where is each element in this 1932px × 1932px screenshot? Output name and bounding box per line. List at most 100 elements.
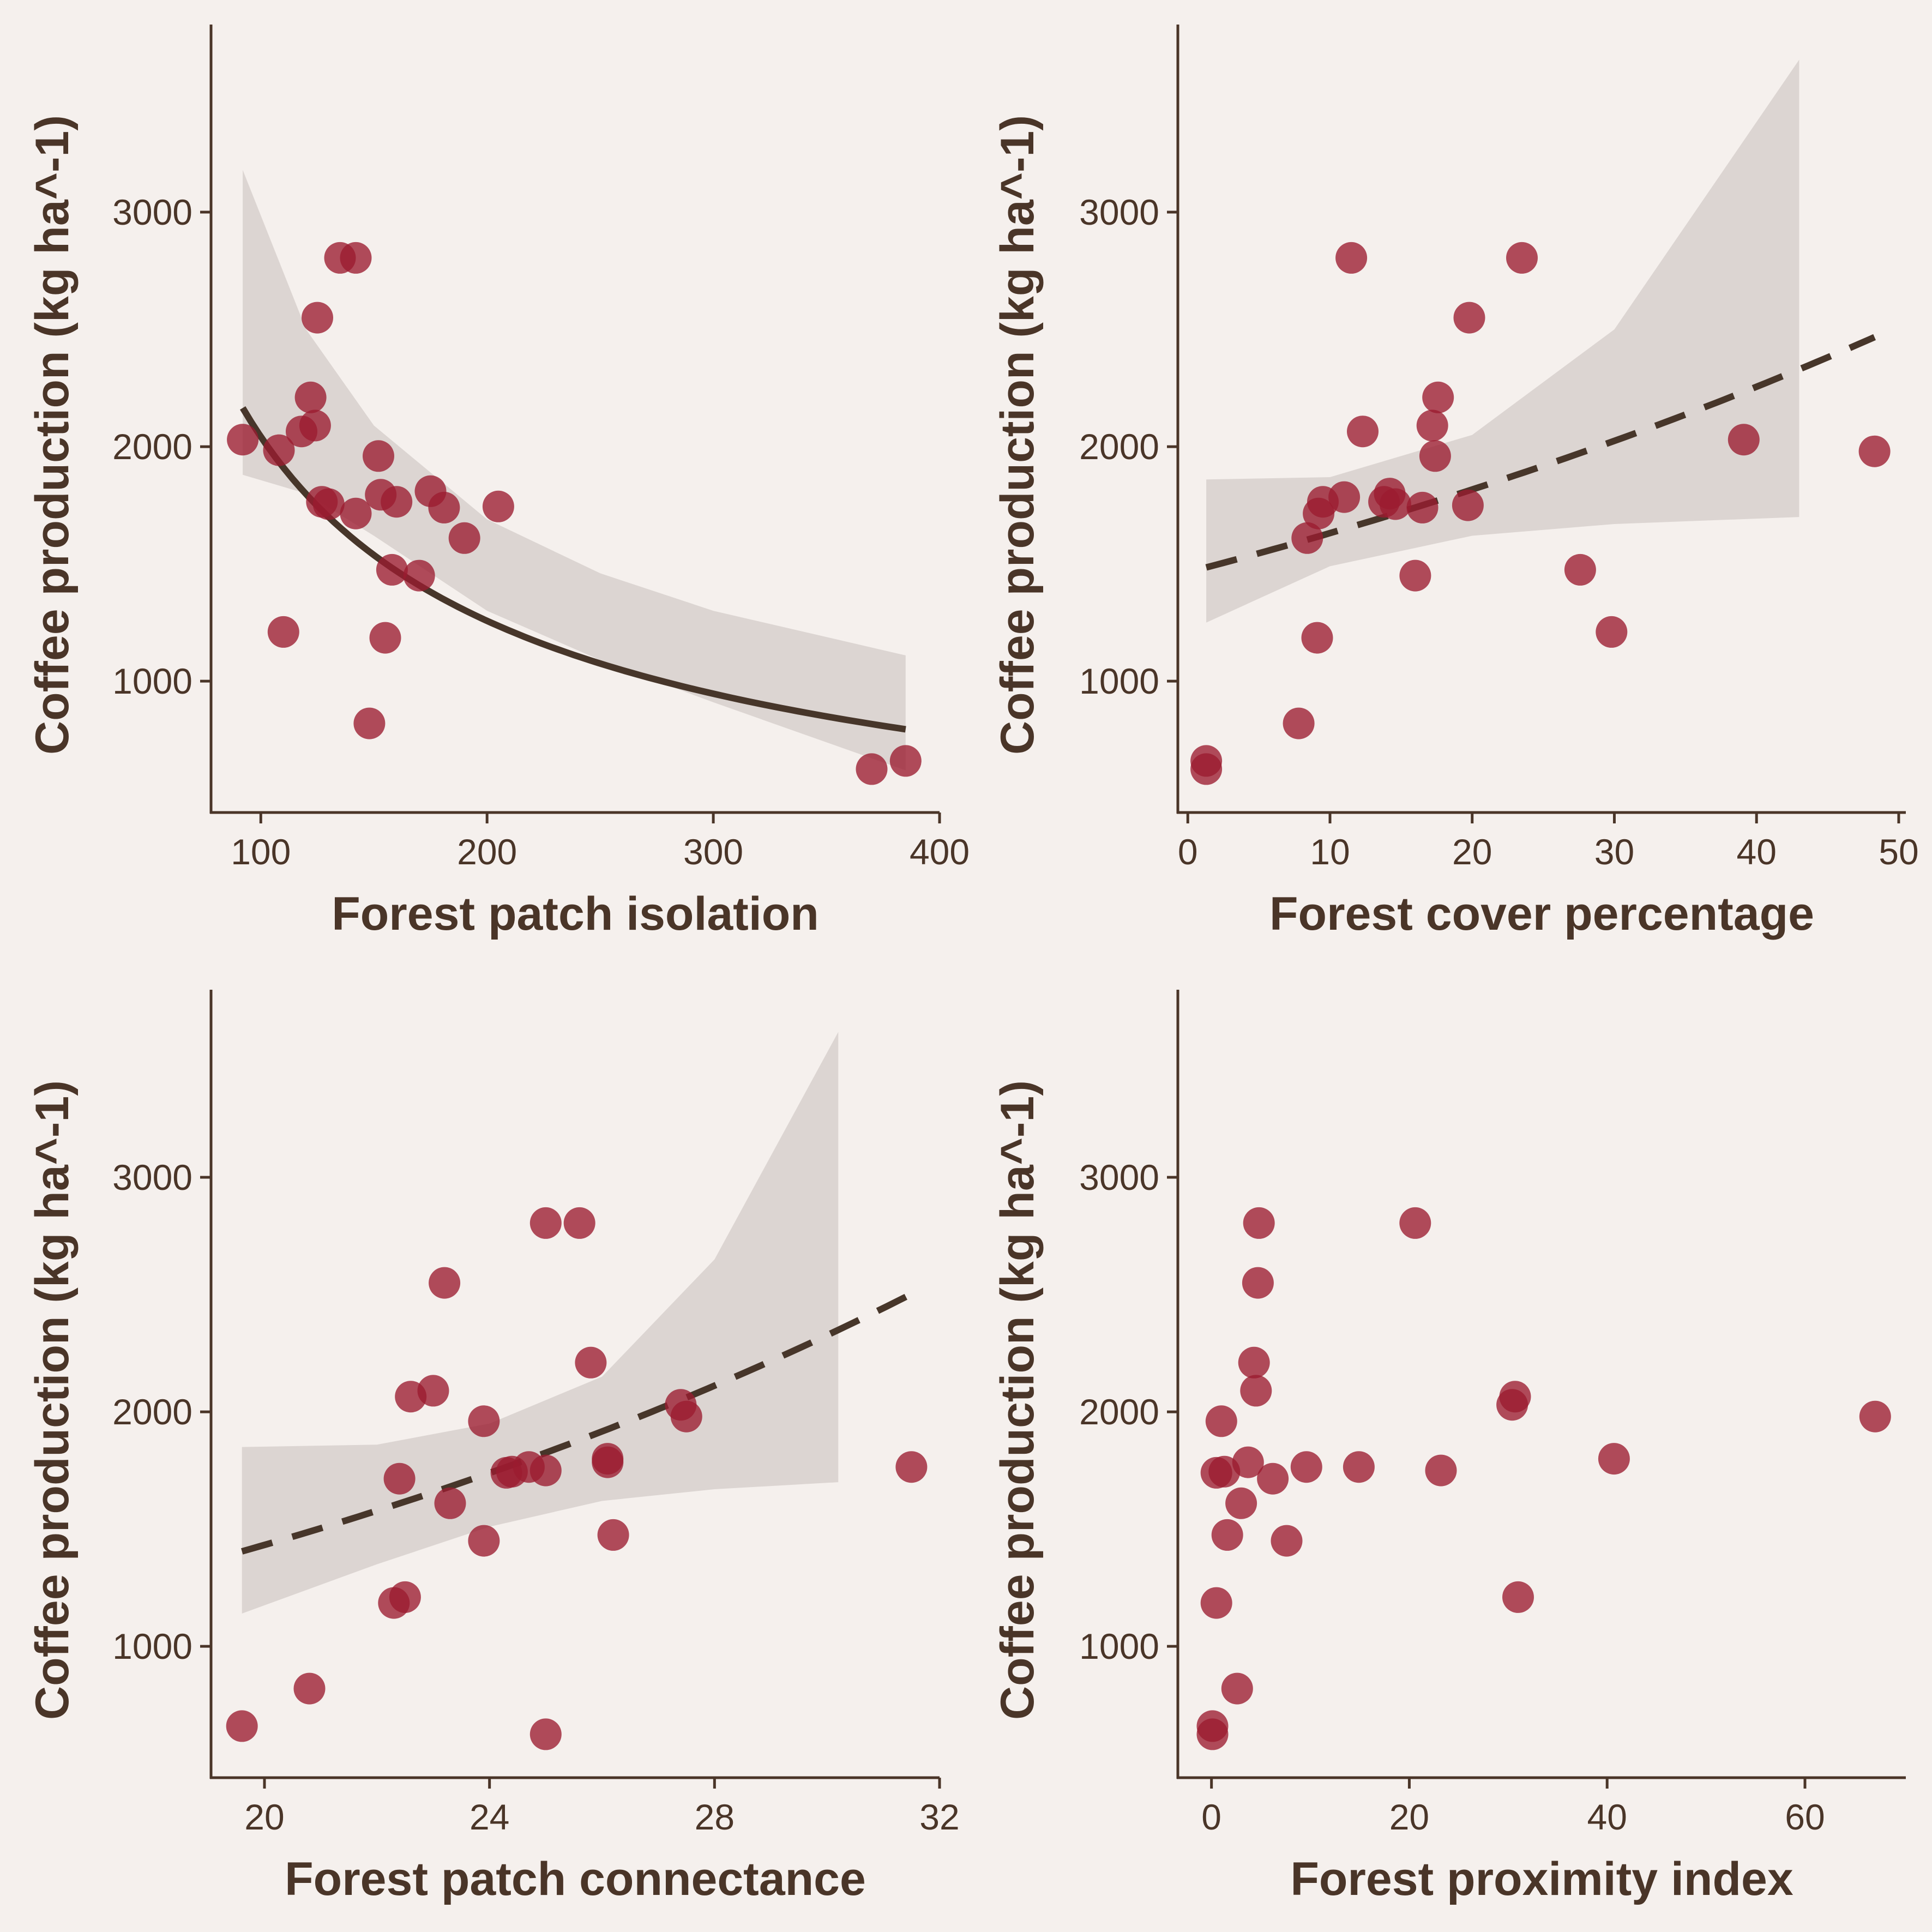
data-point — [417, 1375, 449, 1407]
y-tick-label: 3000 — [112, 192, 192, 232]
x-tick-label: 40 — [1587, 1797, 1627, 1837]
x-tick-label: 200 — [457, 832, 517, 872]
data-point — [294, 381, 327, 413]
data-point — [482, 490, 514, 522]
data-point — [376, 553, 408, 586]
data-point — [1598, 1443, 1630, 1475]
data-point — [1200, 1587, 1232, 1619]
y-axis-title: Coffee production (kg ha^-1) — [26, 1080, 79, 1720]
data-point — [299, 410, 331, 442]
data-point — [227, 424, 259, 456]
data-point — [448, 522, 480, 554]
y-tick-label: 3000 — [1079, 192, 1159, 232]
x-tick-label: 32 — [919, 1797, 959, 1837]
data-point — [575, 1346, 607, 1379]
data-point — [1328, 481, 1361, 513]
panel-3: 20 24 28 32 1000 2000 3000 Forest patch connect… — [26, 990, 960, 1905]
data-point — [429, 1267, 461, 1299]
data-point — [1419, 440, 1451, 472]
x-tick-label: 0 — [1178, 832, 1198, 872]
x-tick-label: 60 — [1785, 1797, 1825, 1837]
data-point — [468, 1405, 500, 1437]
data-point — [428, 491, 460, 523]
data-point — [383, 1462, 416, 1495]
x-tick-label: 24 — [470, 1797, 509, 1837]
confidence-band — [243, 170, 906, 771]
data-point — [1240, 1375, 1272, 1407]
data-point — [1291, 522, 1323, 554]
data-point — [1205, 1405, 1237, 1437]
fit-line — [241, 1291, 913, 1555]
data-point — [529, 1454, 562, 1486]
data-point — [889, 745, 922, 777]
data-point — [1225, 1487, 1257, 1519]
data-point — [1221, 1672, 1253, 1705]
y-tick-label: 1000 — [1079, 1626, 1159, 1666]
data-point — [1271, 1525, 1303, 1557]
x-tick-label: 400 — [910, 832, 970, 872]
data-point — [563, 1207, 595, 1239]
data-point — [468, 1525, 500, 1557]
data-point — [1242, 1267, 1274, 1299]
data-point — [1379, 488, 1411, 520]
data-point — [226, 1710, 258, 1742]
data-point — [856, 753, 888, 785]
y-tick-label: 2000 — [1079, 426, 1159, 467]
data-point — [1196, 1718, 1229, 1750]
data-point — [340, 497, 372, 529]
y-axis-title: Coffee production (kg ha^-1) — [991, 115, 1044, 755]
data-point — [1416, 410, 1448, 442]
y-tick-label: 2000 — [1079, 1392, 1159, 1432]
data-point — [1422, 381, 1454, 413]
panel-4: 0 20 40 60 1000 2000 3000 Forest proximity inde… — [991, 990, 1906, 1905]
x-axis-title: Forest proximity index — [1290, 1853, 1793, 1905]
fit-line — [239, 406, 906, 733]
data-point — [1858, 435, 1891, 467]
x-tick-label: 28 — [695, 1797, 735, 1837]
data-point — [1452, 489, 1484, 521]
data-point — [267, 616, 299, 648]
data-point — [1232, 1446, 1264, 1478]
data-point — [670, 1400, 702, 1433]
data-point — [895, 1451, 928, 1483]
x-axis-title: Forest patch isolation — [332, 888, 819, 940]
x-tick-label: 20 — [1452, 832, 1492, 872]
data-point — [1238, 1346, 1270, 1379]
y-tick-label: 3000 — [1079, 1157, 1159, 1197]
x-tick-label: 50 — [1879, 832, 1918, 872]
data-point — [1499, 1381, 1531, 1413]
data-point — [1399, 559, 1431, 592]
confidence-band — [1206, 59, 1799, 623]
data-point — [389, 1581, 421, 1613]
data-point — [597, 1519, 629, 1551]
y-tick-label: 2000 — [112, 1392, 192, 1432]
data-point — [1406, 491, 1439, 523]
data-point — [1190, 753, 1223, 785]
data-point — [1596, 616, 1628, 648]
y-axis-title: Coffee production (kg ha^-1) — [991, 1080, 1044, 1720]
data-point — [1506, 242, 1538, 274]
data-point — [529, 1718, 562, 1750]
x-tick-label: 10 — [1310, 832, 1350, 872]
x-axis-title: Forest cover percentage — [1269, 888, 1814, 940]
y-tick-label: 1000 — [112, 1626, 192, 1666]
panel-1: 100 200 300 400 1000 2000 3000 Forest patch iso… — [26, 25, 970, 940]
data-point — [1502, 1581, 1534, 1613]
data-point — [1347, 416, 1379, 448]
x-tick-label: 20 — [1389, 1797, 1429, 1837]
y-tick-label: 3000 — [112, 1157, 192, 1197]
data-point — [1257, 1462, 1289, 1495]
data-point — [1335, 242, 1368, 274]
data-point — [1564, 553, 1596, 586]
data-point — [1243, 1207, 1275, 1239]
data-point — [1208, 1455, 1241, 1488]
x-tick-label: 30 — [1594, 832, 1634, 872]
data-point — [529, 1207, 562, 1239]
y-tick-label: 1000 — [112, 661, 192, 701]
x-axis-title: Forest patch connectance — [285, 1853, 866, 1905]
y-axis-title: Coffee production (kg ha^-1) — [26, 115, 79, 755]
data-point — [302, 302, 333, 334]
data-point — [263, 434, 295, 466]
data-point — [353, 707, 386, 739]
